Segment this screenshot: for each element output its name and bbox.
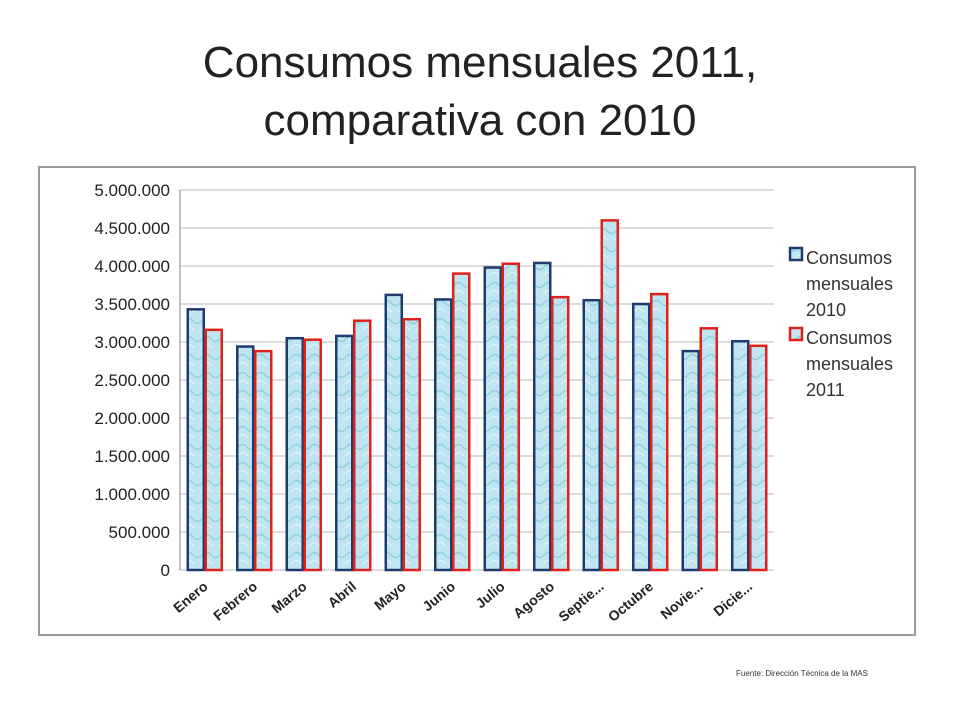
legend: Consumos mensuales 2010 Consumos mensuales 20…: [788, 246, 893, 400]
x-tick-label: Agosto: [510, 578, 557, 621]
y-tick-label: 5.000.000: [94, 181, 170, 200]
y-tick-label: 1.500.000: [94, 447, 170, 466]
y-tick-label: 4.000.000: [94, 257, 170, 276]
y-tick-label: 2.500.000: [94, 371, 170, 390]
bar-2010: [186, 308, 205, 572]
legend-label: mensuales: [806, 274, 893, 294]
bar-2011: [749, 344, 768, 572]
x-tick-label: Marzo: [268, 578, 309, 616]
y-tick-label: 2.000.000: [94, 409, 170, 428]
bar-2011: [204, 328, 223, 572]
bar-2010: [384, 293, 403, 572]
bar-2010: [731, 339, 750, 572]
bar-2011: [699, 327, 718, 572]
bar-2011: [254, 349, 273, 572]
x-tick-label: Abril: [324, 578, 359, 611]
x-tick-label: Junio: [419, 578, 458, 614]
title-line-2: comparativa con 2010: [263, 96, 697, 145]
x-tick-label: Febrero: [210, 578, 260, 624]
bar-2011: [353, 319, 372, 572]
legend-label: 2011: [806, 380, 845, 400]
bar-2010: [533, 261, 552, 572]
x-axis-labels: Enero Febrero Marzo Abril Mayo Junio Julio Agos…: [170, 578, 755, 625]
bar-2010: [434, 298, 453, 572]
y-axis-ticks: 0 500.000 1.000.000 1.500.000 2.000.000 2.500…: [94, 181, 170, 580]
y-tick-label: 0: [161, 561, 170, 580]
bar-2010: [236, 345, 255, 572]
bar-2011: [650, 292, 669, 572]
x-tick-label: Julio: [472, 578, 507, 611]
bar-2010: [681, 349, 700, 572]
bar-2010: [285, 336, 304, 572]
chart-frame: 0 500.000 1.000.000 1.500.000 2.000.000 2.500…: [38, 166, 916, 636]
bar-2010: [632, 302, 651, 572]
bar-2011: [501, 262, 520, 572]
x-tick-label: Novie...: [657, 578, 705, 622]
y-tick-label: 3.500.000: [94, 295, 170, 314]
x-tick-label: Dicie...: [710, 578, 755, 619]
y-tick-label: 3.000.000: [94, 333, 170, 352]
bar-chart: 0 500.000 1.000.000 1.500.000 2.000.000 2.500…: [94, 181, 893, 625]
legend-label: mensuales: [806, 354, 893, 374]
y-tick-label: 1.000.000: [94, 485, 170, 504]
grid-lines: [179, 189, 774, 571]
x-tick-label: Octubre: [605, 578, 657, 625]
legend-swatch-2010: [788, 246, 804, 262]
slide-title: Consumos mensuales 2011, comparativa con…: [0, 34, 960, 150]
bar-2011: [452, 272, 471, 572]
legend-label: Consumos: [806, 248, 892, 268]
x-tick-label: Enero: [170, 578, 211, 616]
bars: [186, 219, 768, 572]
legend-label: Consumos: [806, 328, 892, 348]
x-tick-label: Septie...: [555, 578, 606, 625]
bar-2011: [551, 295, 570, 572]
source-note: Fuente: Dirección Técnica de la MAS: [736, 669, 868, 678]
y-tick-label: 500.000: [109, 523, 170, 542]
y-tick-label: 4.500.000: [94, 219, 170, 238]
legend-label: 2010: [806, 300, 846, 320]
title-line-1: Consumos mensuales 2011,: [202, 38, 758, 87]
bar-2010: [483, 266, 502, 572]
bar-2011: [402, 317, 421, 572]
x-tick-label: Mayo: [371, 578, 409, 613]
bar-2011: [303, 338, 322, 572]
legend-swatch-2011: [788, 326, 804, 342]
bar-2010: [335, 334, 354, 572]
bar-2010: [582, 298, 601, 572]
bar-2011: [600, 219, 619, 572]
